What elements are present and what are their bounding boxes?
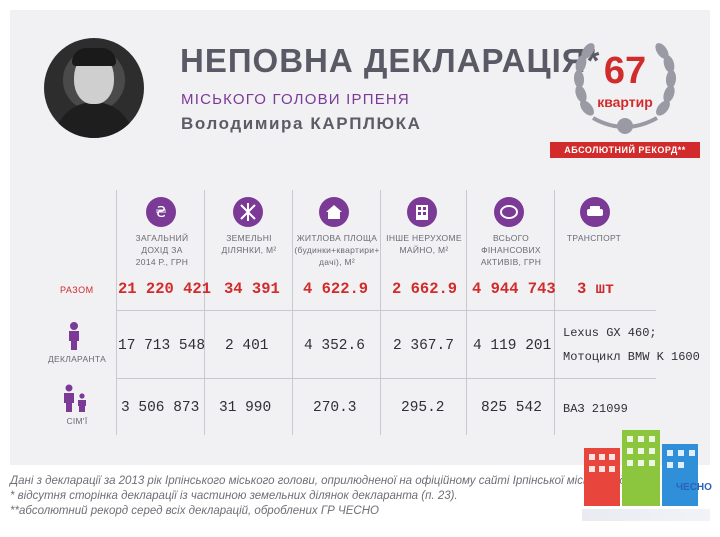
total-financial-assets: 4 944 743 [472, 280, 556, 298]
family-label: СІМ'Ї [66, 416, 88, 426]
car-icon [580, 197, 610, 227]
official-name: Володимира КАРПЛЮКА [181, 114, 422, 133]
header-living-area: ЖИТЛОВА ПЛОЩА (будинки+квартири+ дачі), М² [294, 233, 380, 267]
record-ribbon: АБСОЛЮТНИЙ РЕКОРД** [550, 142, 700, 158]
page-subtitle: МІСЬКОГО ГОЛОВИ ІРПЕНЯ [181, 91, 410, 108]
family-income: 3 506 873 [121, 400, 200, 416]
family-living-area: 270.3 [313, 400, 357, 416]
header-financial-assets: ВСЬОГО ФІНАНСОВИХ АКТИВІВ, ГРН [480, 233, 542, 267]
declarant-land: 2 401 [225, 338, 269, 354]
money-icon: ₴ [146, 197, 176, 227]
svg-text:₴: ₴ [155, 203, 167, 221]
family-financial-assets: 825 542 [481, 400, 542, 416]
total-other-property: 2 662.9 [392, 280, 458, 298]
building-icon [407, 197, 437, 227]
chesno-logo-text: ЧЕСНО [676, 482, 712, 493]
laurel-wreath-icon [573, 43, 677, 134]
header-other-property: ІНШЕ НЕРУХОМЕ МАЙНО, М² [386, 233, 462, 255]
declarant-other-property: 2 367.7 [393, 338, 454, 354]
total-income: 21 220 421 [118, 280, 212, 298]
total-transport: 3 шт [577, 280, 615, 298]
family-other-property: 295.2 [401, 400, 445, 416]
declarant-income: 17 713 548 [118, 338, 206, 354]
page-title: НЕПОВНА ДЕКЛАРАЦІЯ* [180, 42, 601, 79]
family-land: 31 990 [219, 400, 272, 416]
footnote-missing-page: * відсутня сторінка декларації із частин… [10, 490, 458, 502]
header-land: ЗЕМЕЛЬНІ ДІЛЯНКИ, М² [221, 233, 277, 255]
total-living-area: 4 622.9 [303, 280, 369, 298]
header-transport: ТРАНСПОРТ [566, 233, 622, 243]
footnote-source: Дані з декларації за 2013 рік Ірпінськог… [10, 475, 633, 487]
total-land: 34 391 [224, 280, 280, 298]
person-icon [69, 322, 79, 350]
footnotes: Дані з декларації за 2013 рік Ірпінськог… [10, 474, 632, 519]
declarant-transport-2: Мотоцикл BMW K 1600 [563, 350, 700, 364]
watermark [582, 509, 710, 521]
header-income: ЗАГАЛЬНИЙ ДОХІД ЗА 2014 Р., ГРН [135, 233, 189, 267]
family-transport-1: ВАЗ 21099 [563, 402, 628, 416]
apartments-count: 67 [603, 50, 647, 92]
coin-icon [494, 197, 524, 227]
footnote-record: **абсолютний рекорд серед всіх деклараці… [10, 505, 379, 517]
house-icon [319, 197, 349, 227]
family-icon [64, 384, 86, 412]
land-icon [233, 197, 263, 227]
declarant-financial-assets: 4 119 201 [473, 338, 552, 354]
declarant-label: ДЕКЛАРАНТА [47, 354, 107, 364]
totals-label: РАЗОМ [60, 285, 94, 295]
apartments-label: квартир [597, 94, 653, 110]
mayor-photo [44, 38, 144, 138]
declarant-living-area: 4 352.6 [304, 338, 365, 354]
declarant-transport-1: Lexus GX 460; [563, 326, 657, 340]
chesno-logo [584, 430, 698, 506]
